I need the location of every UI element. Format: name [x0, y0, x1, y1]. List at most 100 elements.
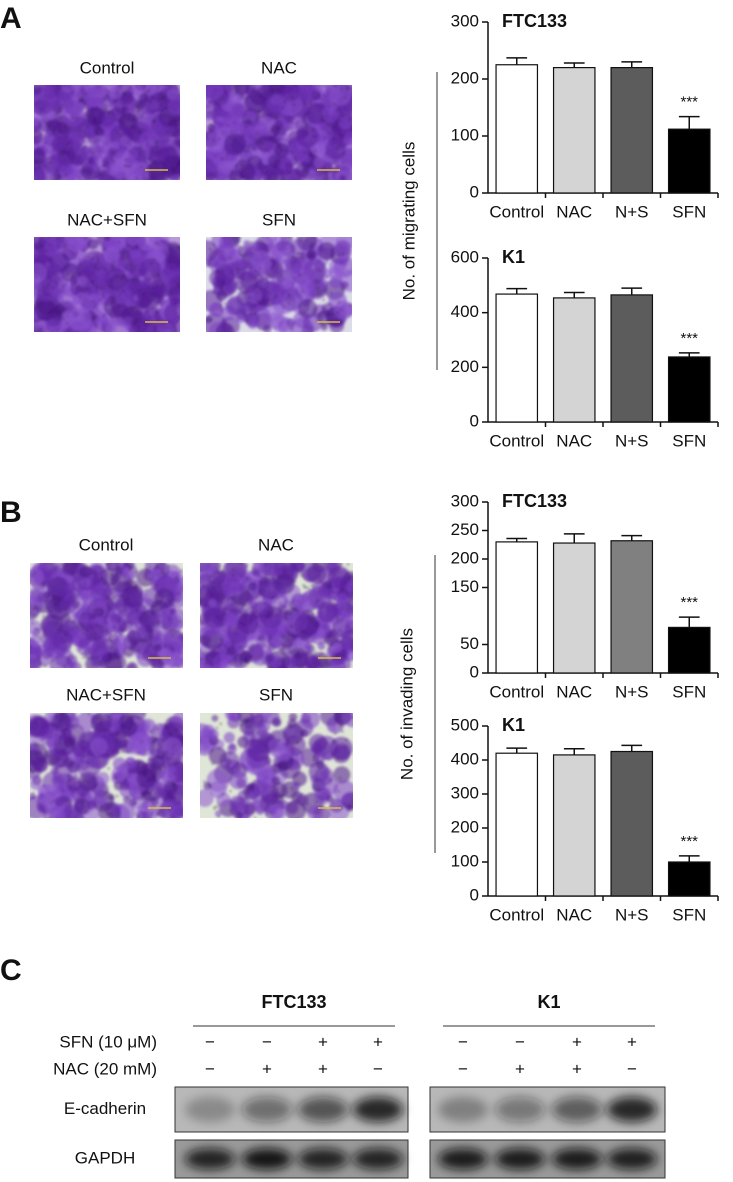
pore [161, 162, 163, 164]
pore [110, 296, 112, 298]
pore [277, 153, 279, 155]
pore [55, 768, 57, 770]
pore [247, 591, 249, 593]
y-tick-label: 400 [451, 302, 479, 321]
cell [253, 561, 261, 569]
pore [92, 301, 94, 303]
cell [21, 654, 40, 673]
pore [149, 635, 151, 637]
pore [237, 272, 239, 274]
band [438, 1097, 488, 1122]
cell [268, 162, 279, 173]
pore [342, 607, 344, 609]
pore [340, 641, 342, 643]
pore [40, 304, 42, 306]
pore [344, 97, 346, 99]
pore [93, 609, 95, 611]
cell [38, 793, 44, 799]
pore [163, 752, 165, 754]
pore [248, 296, 250, 298]
cell [100, 652, 122, 674]
pore [218, 572, 220, 574]
pore [202, 652, 204, 654]
pore [232, 644, 234, 646]
pore [302, 665, 304, 667]
cell [294, 638, 303, 647]
pore [104, 248, 106, 250]
cell [133, 707, 146, 720]
pore [338, 790, 340, 792]
pore [258, 110, 260, 112]
pore [93, 266, 95, 268]
cell [329, 83, 351, 105]
pore [265, 564, 267, 566]
pore [50, 816, 52, 818]
pore [96, 290, 98, 292]
cell [50, 152, 70, 172]
cell [296, 562, 304, 570]
y-tick-label: 100 [451, 851, 479, 870]
cell [89, 612, 96, 619]
y-tick-label: 0 [470, 662, 479, 681]
pore [58, 108, 60, 110]
pore [93, 316, 95, 318]
pore [166, 140, 168, 142]
cell [334, 628, 343, 637]
pore [124, 604, 126, 606]
pore [122, 111, 124, 113]
pore [116, 733, 118, 735]
pore [175, 730, 177, 732]
bar [611, 541, 652, 673]
pore [70, 787, 72, 789]
pore [170, 291, 172, 293]
cell [296, 125, 319, 148]
pore [87, 762, 89, 764]
cell [29, 635, 41, 647]
cell [265, 654, 274, 663]
image-label: NAC+SFN [67, 210, 147, 229]
pore [285, 767, 287, 769]
pore [226, 153, 228, 155]
cell [52, 750, 69, 767]
cell [126, 630, 141, 645]
pore [282, 107, 284, 109]
pore [66, 274, 68, 276]
pore [248, 84, 250, 86]
pore [239, 159, 241, 161]
cell [235, 811, 243, 819]
cell [244, 725, 255, 736]
pore [316, 287, 318, 289]
x-tick-label: N+S [615, 202, 649, 221]
pore [148, 317, 150, 319]
pore [120, 634, 122, 636]
cell [280, 800, 289, 809]
pore [100, 806, 102, 808]
cell [213, 653, 233, 673]
pore [236, 268, 238, 270]
pore [137, 752, 139, 754]
cell [120, 780, 130, 790]
pore [231, 131, 233, 133]
pore [86, 780, 88, 782]
cell [307, 804, 323, 820]
cell [205, 261, 211, 267]
micrograph [191, 705, 361, 824]
pore [293, 122, 295, 124]
pore [285, 618, 287, 620]
cell [90, 738, 108, 756]
cell [120, 136, 131, 147]
pore [102, 295, 104, 297]
pore [62, 285, 64, 287]
pore [279, 137, 281, 139]
pore [168, 618, 170, 620]
pore [294, 157, 296, 159]
cell [329, 275, 343, 289]
pore [217, 271, 219, 273]
pore [177, 163, 179, 165]
cell [292, 771, 307, 786]
pore [102, 165, 104, 167]
pore [310, 102, 312, 104]
pore [56, 622, 58, 624]
cell [104, 235, 111, 242]
pore [239, 288, 241, 290]
